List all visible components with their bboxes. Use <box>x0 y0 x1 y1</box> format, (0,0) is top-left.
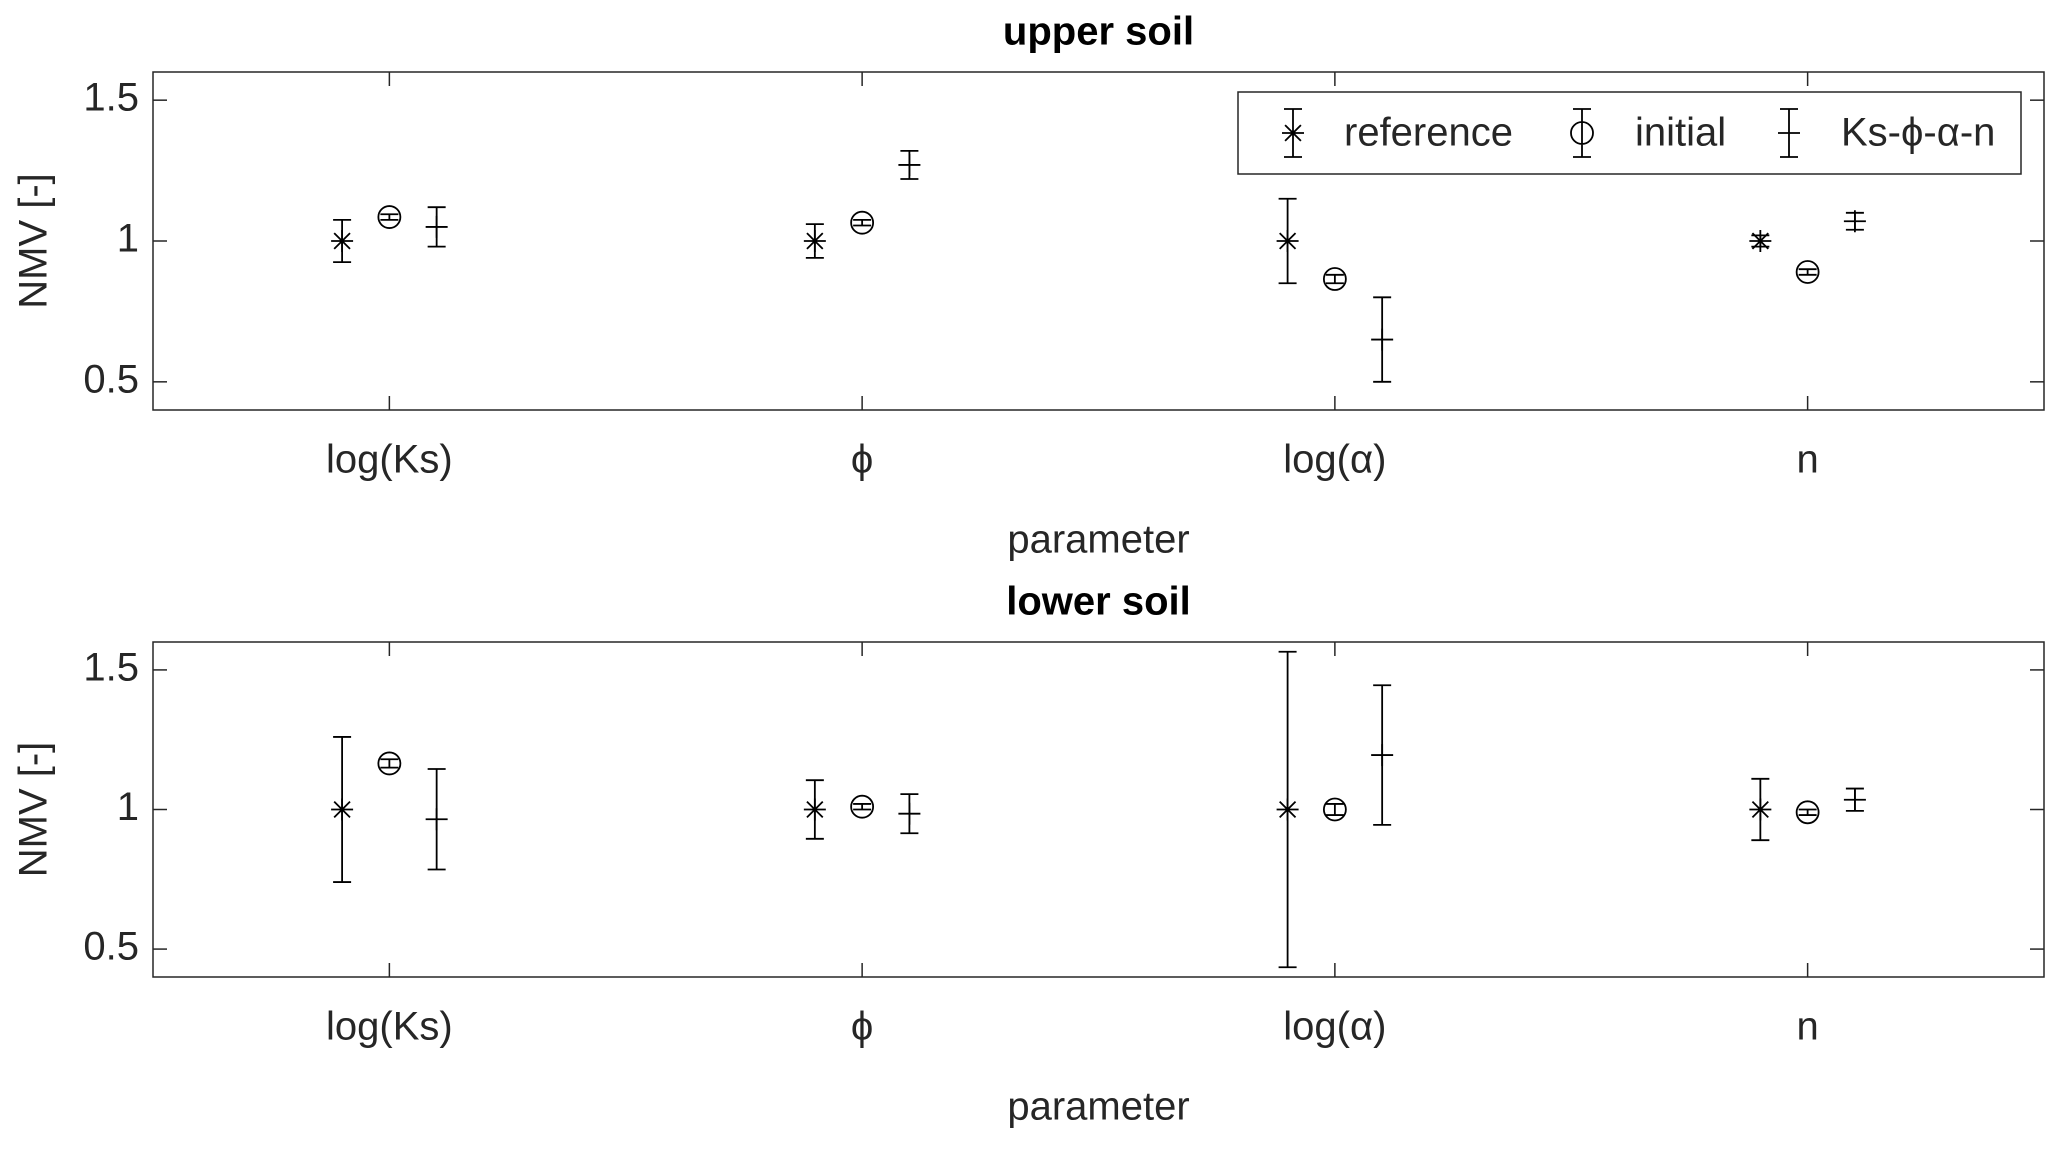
marker <box>898 802 921 825</box>
marker <box>1322 797 1347 822</box>
y-tick-label: 1 <box>117 217 139 261</box>
error-bar <box>853 218 872 227</box>
chart-title: lower soil <box>1006 580 1191 624</box>
y-tick-label: 0.5 <box>83 357 139 401</box>
marker <box>331 230 354 252</box>
chart-title: upper soil <box>1003 10 1194 54</box>
marker <box>1795 800 1820 825</box>
marker <box>1276 230 1299 252</box>
marker <box>1749 798 1772 821</box>
x-tick-label: log(Ks) <box>326 1005 453 1049</box>
marker <box>1276 798 1299 821</box>
marker <box>1371 328 1394 351</box>
x-axis-label: parameter <box>1007 518 1189 562</box>
x-tick-label: log(α) <box>1283 438 1386 482</box>
marker <box>1843 210 1866 233</box>
legend-marker <box>1570 108 1594 158</box>
marker <box>1843 788 1866 811</box>
marker <box>1371 744 1394 767</box>
x-tick-label: ϕ <box>851 1005 873 1049</box>
marker <box>803 798 826 821</box>
error-bar <box>1798 268 1817 276</box>
legend: reference initial Ks-ϕ-α-n <box>1237 91 2022 175</box>
x-tick-label: log(α) <box>1283 1005 1386 1049</box>
marker <box>898 153 921 176</box>
marker <box>803 230 826 252</box>
legend-box <box>1237 91 2022 175</box>
marker <box>377 205 402 229</box>
marker <box>425 808 448 831</box>
plot-area <box>152 641 2045 978</box>
legend-label: initial <box>1635 111 1726 155</box>
legend-label: Ks-ϕ-α-n <box>1841 111 1995 155</box>
marker <box>1322 267 1347 291</box>
y-tick-label: 1.5 <box>83 76 139 120</box>
error-bar <box>1325 273 1344 285</box>
y-axis-label: NMV [-] <box>12 742 56 878</box>
marker <box>425 215 448 238</box>
y-tick-label: 1.5 <box>83 645 139 689</box>
x-axis-label: parameter <box>1007 1085 1189 1129</box>
marker <box>850 210 875 235</box>
y-axis-label: NMV [-] <box>12 173 56 309</box>
marker <box>1749 230 1772 252</box>
error-bar <box>853 803 872 811</box>
error-bar <box>380 758 399 769</box>
legend-marker <box>1282 108 1304 158</box>
x-tick-label: n <box>1797 438 1819 482</box>
marker <box>850 794 875 819</box>
x-tick-label: n <box>1797 1005 1819 1049</box>
legend-marker <box>1778 108 1800 158</box>
error-bar <box>1325 803 1344 816</box>
y-tick-label: 1 <box>117 785 139 829</box>
marker <box>377 751 402 776</box>
error-bar <box>380 213 399 221</box>
x-tick-label: log(Ks) <box>326 438 453 482</box>
y-tick-label: 0.5 <box>83 925 139 969</box>
marker <box>331 798 354 821</box>
x-tick-label: ϕ <box>851 438 873 482</box>
legend-label: reference <box>1344 111 1513 155</box>
error-bar <box>1798 808 1817 816</box>
marker <box>1795 260 1820 284</box>
